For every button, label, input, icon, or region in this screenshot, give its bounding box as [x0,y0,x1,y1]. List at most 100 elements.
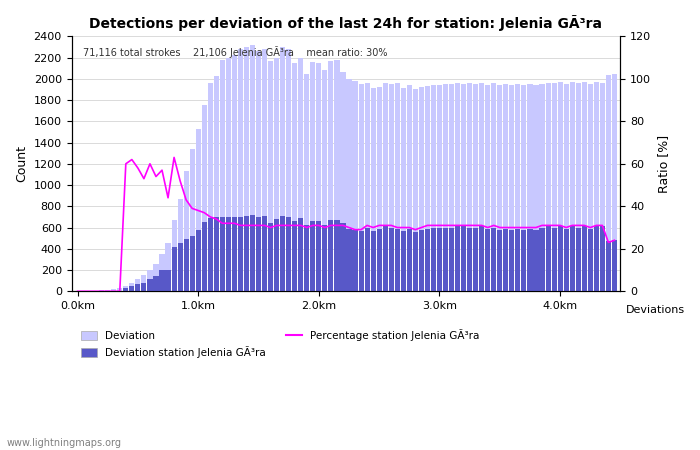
Bar [455,83,460,291]
Bar [588,229,593,291]
Bar [316,221,321,291]
Bar [425,86,430,291]
Bar [292,63,298,291]
Bar [552,83,556,291]
Bar [600,83,605,291]
Bar [461,226,466,291]
Y-axis label: Ratio [%]: Ratio [%] [657,135,670,193]
Bar [111,289,116,291]
Bar [172,247,176,291]
Bar [135,284,141,291]
Text: 71,116 total strokes    21,106 Jelenia GÃ³ra    mean ratio: 30%: 71,116 total strokes 21,106 Jelenia GÃ³r… [83,46,387,58]
Bar [232,55,237,291]
Bar [558,226,563,291]
Bar [256,51,261,291]
Bar [238,49,243,291]
Bar [268,61,273,291]
Bar [195,129,201,291]
Bar [328,61,333,291]
Bar [160,254,164,291]
Bar [130,286,134,291]
Bar [214,217,219,291]
Bar [335,60,339,291]
Bar [606,241,611,291]
Bar [178,243,183,291]
Bar [564,84,568,291]
Bar [220,217,225,291]
Bar [540,84,545,291]
Bar [183,239,189,291]
Bar [533,230,538,291]
Bar [491,228,496,291]
Bar [226,217,231,291]
Bar [123,288,128,291]
Bar [322,70,328,291]
Bar [238,217,243,291]
Bar [491,83,496,291]
Bar [274,58,279,291]
Bar [449,228,454,291]
Bar [431,228,436,291]
Bar [250,45,255,291]
Bar [522,85,526,291]
Bar [503,229,508,291]
Bar [582,82,587,291]
Bar [564,229,568,291]
Bar [473,84,478,291]
Bar [485,85,490,291]
Bar [123,286,128,291]
Bar [202,222,206,291]
Title: Detections per deviation of the last 24h for station: Jelenia GÃ³ra: Detections per deviation of the last 24h… [90,15,603,31]
Bar [612,73,617,291]
Bar [232,217,237,291]
Bar [262,49,267,291]
Bar [256,217,261,291]
Bar [280,216,285,291]
Bar [425,229,430,291]
Bar [335,220,339,291]
Bar [515,84,521,291]
Bar [461,84,466,291]
Bar [160,270,164,291]
Bar [582,226,587,291]
Bar [455,226,460,291]
Bar [358,84,363,291]
Bar [298,58,303,291]
Bar [105,290,111,291]
Bar [570,82,575,291]
Bar [522,230,526,291]
Text: www.lightningmaps.org: www.lightningmaps.org [7,438,122,448]
Bar [346,229,351,291]
Bar [467,228,473,291]
Bar [558,82,563,291]
Bar [141,283,146,291]
Bar [141,275,146,291]
Bar [485,229,490,291]
Bar [594,226,599,291]
Bar [316,63,321,291]
Bar [117,288,122,291]
Bar [575,228,581,291]
Legend: Deviation, Deviation station Jelenia GÃ³ra, Percentage station Jelenia GÃ³ra: Deviation, Deviation station Jelenia GÃ³… [77,325,484,363]
Bar [172,220,176,291]
Bar [400,231,406,291]
Bar [280,47,285,291]
Bar [153,276,158,291]
Bar [533,85,538,291]
Bar [208,83,213,291]
Bar [244,47,249,291]
Bar [527,229,533,291]
Bar [130,283,134,291]
Bar [153,264,158,291]
Bar [419,230,424,291]
Bar [437,228,442,291]
Bar [612,240,617,291]
Bar [340,223,346,291]
Bar [244,216,249,291]
Bar [389,228,394,291]
Bar [389,84,394,291]
Bar [148,270,153,291]
Bar [473,228,478,291]
Bar [310,62,316,291]
Bar [226,58,231,291]
